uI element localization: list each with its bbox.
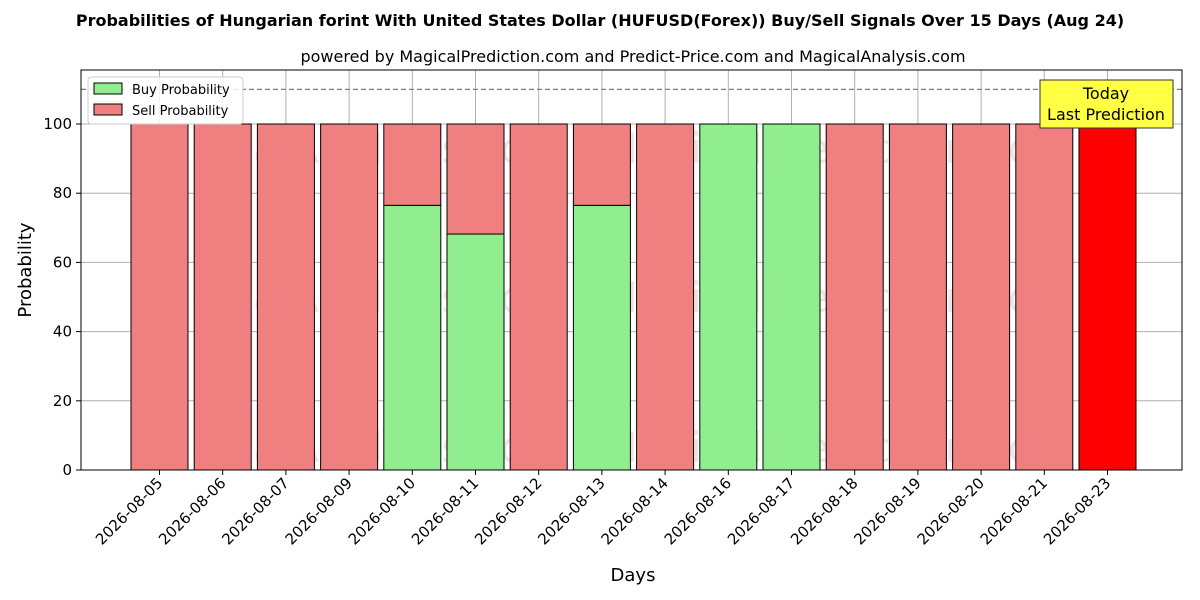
annotation-box [1039, 79, 1174, 129]
y-tick-label: 100 [43, 115, 72, 133]
y-tick-label: 20 [53, 392, 72, 410]
sell-bar [320, 123, 379, 471]
x-tick-label: 2026-08-11 [408, 474, 482, 548]
sell-bar [888, 123, 947, 471]
buy-bar [572, 204, 631, 471]
chart-title: Probabilities of Hungarian forint With U… [76, 11, 1124, 30]
legend-swatch-buy [93, 82, 123, 95]
chart-subtitle: powered by MagicalPrediction.com and Pre… [300, 47, 965, 66]
plot-frame [80, 69, 1183, 471]
x-tick-label: 2026-08-21 [977, 474, 1051, 548]
x-tick-label: 2026-08-16 [661, 474, 735, 548]
x-tick-label: 2026-08-12 [471, 474, 545, 548]
buy-bar [762, 123, 821, 471]
sell-bar [446, 123, 505, 235]
sell-bar [130, 123, 189, 471]
annotation-line-2: Last Prediction [1047, 105, 1165, 124]
y-axis-label: Probability [15, 222, 36, 317]
legend-label-sell: Sell Probability [132, 104, 229, 119]
legend-label-buy: Buy Probability [132, 83, 230, 98]
annotation-line-1: Today [1082, 84, 1129, 103]
bars [130, 123, 1137, 471]
buy-bar [383, 204, 442, 471]
x-tick-label: 2026-08-14 [598, 474, 672, 548]
sell-bar [825, 123, 884, 471]
x-tick-label: 2026-08-05 [92, 474, 166, 548]
buy-bar [699, 123, 758, 471]
buy-bar [446, 233, 505, 471]
legend-frame [87, 76, 244, 125]
sell-bar [509, 123, 568, 471]
today-annotation: Today Last Prediction [1039, 79, 1174, 129]
x-tick-label: 2026-08-23 [1040, 474, 1114, 548]
legend: Buy Probability Sell Probability [87, 76, 244, 125]
x-tick-label: 2026-08-20 [914, 474, 988, 548]
x-tick-label: 2026-08-07 [218, 474, 292, 548]
x-tick-label: 2026-08-17 [724, 474, 798, 548]
x-tick-label: 2026-08-09 [282, 474, 356, 548]
x-tick-label: 2026-08-06 [155, 474, 229, 548]
x-tick-label: 2026-08-13 [534, 474, 608, 548]
y-tick-label: 0 [62, 461, 72, 479]
sell-bar [256, 123, 315, 471]
sell-bar [1015, 123, 1074, 471]
sell-bar-today [1078, 123, 1137, 471]
sell-bar [636, 123, 695, 471]
x-tick-label: 2026-08-19 [850, 474, 924, 548]
y-tick-label: 80 [53, 184, 72, 202]
x-axis-label: Days [611, 565, 656, 586]
sell-bar [383, 123, 442, 206]
y-tick-label: 60 [53, 253, 72, 271]
sell-bar [952, 123, 1011, 471]
sell-bar [193, 123, 252, 471]
x-tick-label: 2026-08-18 [787, 474, 861, 548]
sell-bar [572, 123, 631, 206]
y-tick-label: 40 [53, 323, 72, 341]
legend-swatch-sell [93, 103, 123, 116]
x-tick-label: 2026-08-10 [345, 474, 419, 548]
